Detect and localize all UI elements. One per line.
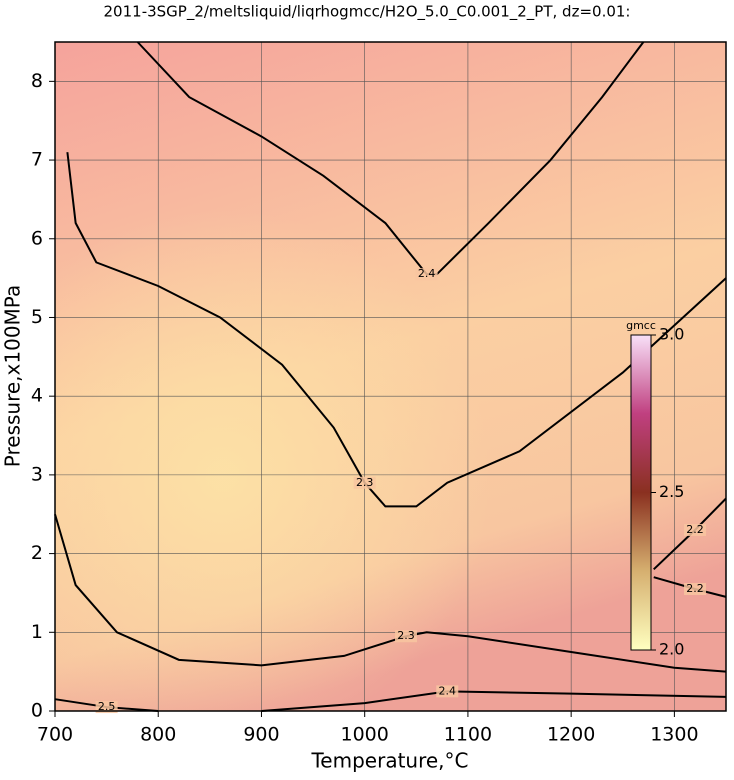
y-tick-label: 8 — [31, 70, 43, 92]
contour-label: 2.3 — [397, 629, 415, 642]
x-axis-label: Temperature,°C — [310, 749, 468, 773]
contour-label-bg — [95, 701, 118, 714]
chart-title: 2011-3SGP_2/meltsliquid/liqrhogmcc/H2O_5… — [104, 3, 631, 22]
y-tick-label: 7 — [31, 149, 43, 171]
contour-label-bg — [415, 268, 438, 281]
x-tick-label: 1000 — [341, 724, 389, 746]
contour-label-bg — [684, 583, 707, 596]
colorbar-tick-label: 2.0 — [659, 640, 684, 659]
colorbar-tick-label: 3.0 — [659, 325, 684, 344]
y-tick-label: 3 — [31, 463, 43, 485]
plot-highlight — [55, 42, 726, 711]
y-axis-label: Pressure,x100MPa — [1, 285, 25, 467]
contour-label: 2.5 — [98, 700, 116, 713]
contour-label: 2.2 — [686, 523, 704, 536]
y-tick-label: 5 — [31, 306, 43, 328]
x-tick-label: 1300 — [650, 724, 698, 746]
contour-label-bg — [684, 523, 707, 536]
contour-label-bg — [353, 476, 376, 489]
contour-line — [66, 152, 727, 508]
colorbar — [630, 334, 652, 651]
contour-label-bg — [436, 685, 459, 698]
x-tick-label: 1100 — [444, 724, 492, 746]
contour-label: 2.4 — [418, 267, 436, 280]
y-tick-label: 1 — [31, 621, 43, 643]
contour-label: 2.3 — [356, 476, 374, 489]
contour-line — [54, 513, 727, 673]
colorbar-tick-label: 2.5 — [659, 482, 684, 501]
y-tick-label: 0 — [31, 700, 43, 722]
y-tick-label: 4 — [31, 385, 43, 407]
x-tick-label: 800 — [140, 724, 176, 746]
x-tick-label: 900 — [243, 724, 279, 746]
contour-label-bg — [394, 630, 417, 643]
contour-label: 2.4 — [439, 684, 457, 697]
colorbar-label: gmcc — [626, 319, 656, 332]
x-tick-label: 700 — [37, 724, 73, 746]
y-tick-label: 2 — [31, 542, 43, 564]
y-tick-label: 6 — [31, 227, 43, 249]
contour-label: 2.2 — [686, 582, 704, 595]
x-tick-label: 1200 — [547, 724, 595, 746]
plot-frame — [54, 41, 727, 712]
